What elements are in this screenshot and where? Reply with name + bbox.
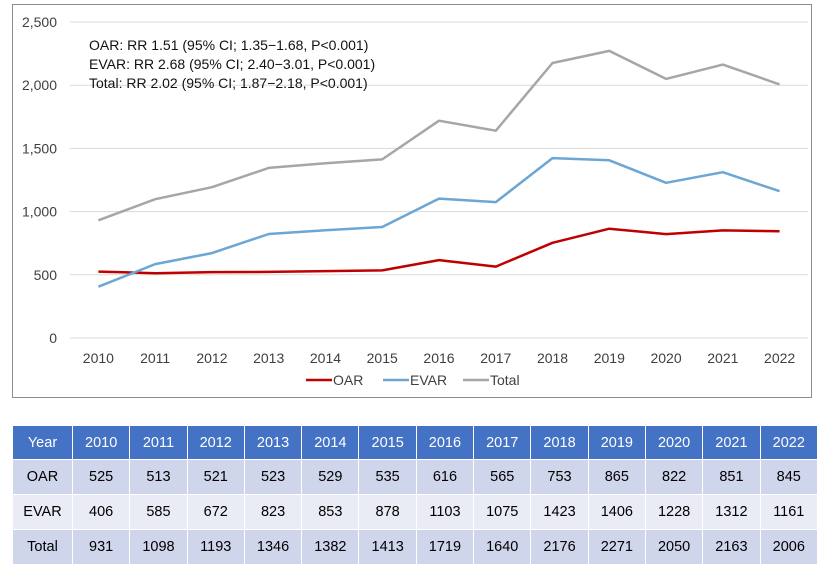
y-tick-label: 1,000 [22, 204, 57, 220]
x-tick-label: 2015 [367, 350, 398, 366]
table-cell: 1423 [530, 494, 589, 530]
table-header-row: Year 2010 2011 2012 2013 2014 2015 2016 2017 2018… [12, 425, 819, 460]
table-body: OAR 525 513 521 523 529 535 616 565 753 865 822 851 8… [12, 459, 819, 565]
table-cell: 2006 [759, 529, 819, 565]
table-cell: 1346 [243, 529, 303, 565]
data-table: Year 2010 2011 2012 2013 2014 2015 2016 2017 2018… [12, 425, 819, 565]
series-line-total [97, 49, 781, 222]
x-tick-label: 2019 [594, 350, 625, 366]
legend-label-total: Total [490, 372, 520, 388]
table-row: EVAR 406 585 672 823 853 878 1103 1075 1423 1406 12… [12, 494, 819, 530]
table-header-cell: 2021 [702, 425, 761, 460]
y-tick-label: 1,500 [22, 140, 57, 156]
table-header-cell: 2012 [186, 425, 245, 460]
chart-frame [12, 4, 812, 398]
legend-label-evar: EVAR [410, 372, 447, 388]
rr-annotations: OAR: RR 1.51 (95% CI; 1.35−1.68, P<0.001… [89, 37, 375, 91]
table-header-cell: 2019 [587, 425, 646, 460]
series-lines [97, 49, 781, 288]
table-header-cell: 2015 [358, 425, 417, 460]
table-cell: 672 [186, 494, 245, 530]
series-line-oar [98, 227, 780, 275]
table-cell: 535 [358, 459, 417, 495]
x-tick-label: 2010 [83, 350, 114, 366]
table-cell: 2176 [530, 529, 589, 565]
table-header-cell: 2022 [759, 425, 819, 460]
table-cell: 1640 [473, 529, 532, 565]
table-cell: 1312 [702, 494, 761, 530]
table-cell: 1413 [358, 529, 417, 565]
table-cell: 1098 [129, 529, 188, 565]
x-tick-label: 2018 [537, 350, 568, 366]
table-cell: 1075 [473, 494, 532, 530]
table-header-cell: 2020 [644, 425, 704, 460]
table-cell: 523 [243, 459, 303, 495]
table-cell: 565 [473, 459, 532, 495]
table-cell: 2163 [702, 529, 761, 565]
table-cell: 1161 [759, 494, 819, 530]
line-chart: 0 500 1,000 1,500 2,000 2,500 2010 2011 2012 2013… [22, 14, 808, 388]
x-tick-label: 2016 [423, 350, 454, 366]
table-cell: 1193 [186, 529, 245, 565]
x-tick-label: 2013 [253, 350, 284, 366]
legend-label-oar: OAR [333, 372, 363, 388]
table-row-label: EVAR [12, 494, 73, 530]
table-header-cell: 2016 [415, 425, 475, 460]
x-tick-label: 2022 [764, 350, 795, 366]
annotation-oar: OAR: RR 1.51 (95% CI; 1.35−1.68, P<0.001… [89, 37, 368, 53]
y-tick-label: 500 [34, 267, 58, 283]
table-header-cell: 2010 [71, 425, 131, 460]
x-tick-label: 2020 [650, 350, 681, 366]
table-cell: 616 [415, 459, 475, 495]
table-cell: 2050 [644, 529, 704, 565]
table-cell: 931 [71, 529, 131, 565]
legend: OAR EVAR Total [306, 372, 520, 388]
table-cell: 823 [243, 494, 303, 530]
table-cell: 822 [644, 459, 704, 495]
table-cell: 1719 [415, 529, 475, 565]
table-cell: 851 [702, 459, 761, 495]
table-header-year: Year [12, 425, 73, 460]
x-tick-label: 2017 [480, 350, 511, 366]
table-header-cell: 2011 [129, 425, 188, 460]
table-header-cell: 2017 [473, 425, 532, 460]
table-cell: 1103 [415, 494, 475, 530]
table-row: OAR 525 513 521 523 529 535 616 565 753 865 822 851 8… [12, 459, 819, 495]
annotation-total: Total: RR 2.02 (95% CI; 1.87−2.18, P<0.0… [89, 75, 368, 91]
annotation-evar: EVAR: RR 2.68 (95% CI; 2.40−3.01, P<0.00… [89, 56, 375, 72]
table-cell: 525 [71, 459, 131, 495]
y-tick-label: 2,500 [22, 14, 57, 30]
table-cell: 406 [71, 494, 131, 530]
table-cell: 529 [301, 459, 360, 495]
table-header-cell: 2018 [530, 425, 589, 460]
table-cell: 521 [186, 459, 245, 495]
table-cell: 1406 [587, 494, 646, 530]
table-cell: 1228 [644, 494, 704, 530]
table-cell: 753 [530, 459, 589, 495]
table-cell: 1382 [301, 529, 360, 565]
x-tick-label: 2021 [707, 350, 738, 366]
x-tick-label: 2014 [310, 350, 341, 366]
table-header-cell: 2014 [301, 425, 360, 460]
table-row-label: Total [12, 529, 73, 565]
table-cell: 585 [129, 494, 188, 530]
y-tick-label: 0 [49, 330, 57, 346]
table-cell: 878 [358, 494, 417, 530]
y-tick-label: 2,000 [22, 77, 57, 93]
table-cell: 853 [301, 494, 360, 530]
x-tick-label: 2011 [140, 350, 170, 366]
table-header-cell: 2013 [243, 425, 303, 460]
table-row-label: OAR [12, 459, 73, 495]
table-cell: 513 [129, 459, 188, 495]
table-cell: 865 [587, 459, 646, 495]
axis-labels: 0 500 1,000 1,500 2,000 2,500 2010 2011 2012 2013… [22, 14, 795, 366]
x-tick-label: 2012 [196, 350, 227, 366]
table-cell: 2271 [587, 529, 646, 565]
table-cell: 845 [759, 459, 819, 495]
grid-lines [70, 21, 808, 339]
table-row: Total 931 1098 1193 1346 1382 1413 1719 1640 2176… [12, 529, 819, 565]
series-line-evar [97, 156, 780, 288]
